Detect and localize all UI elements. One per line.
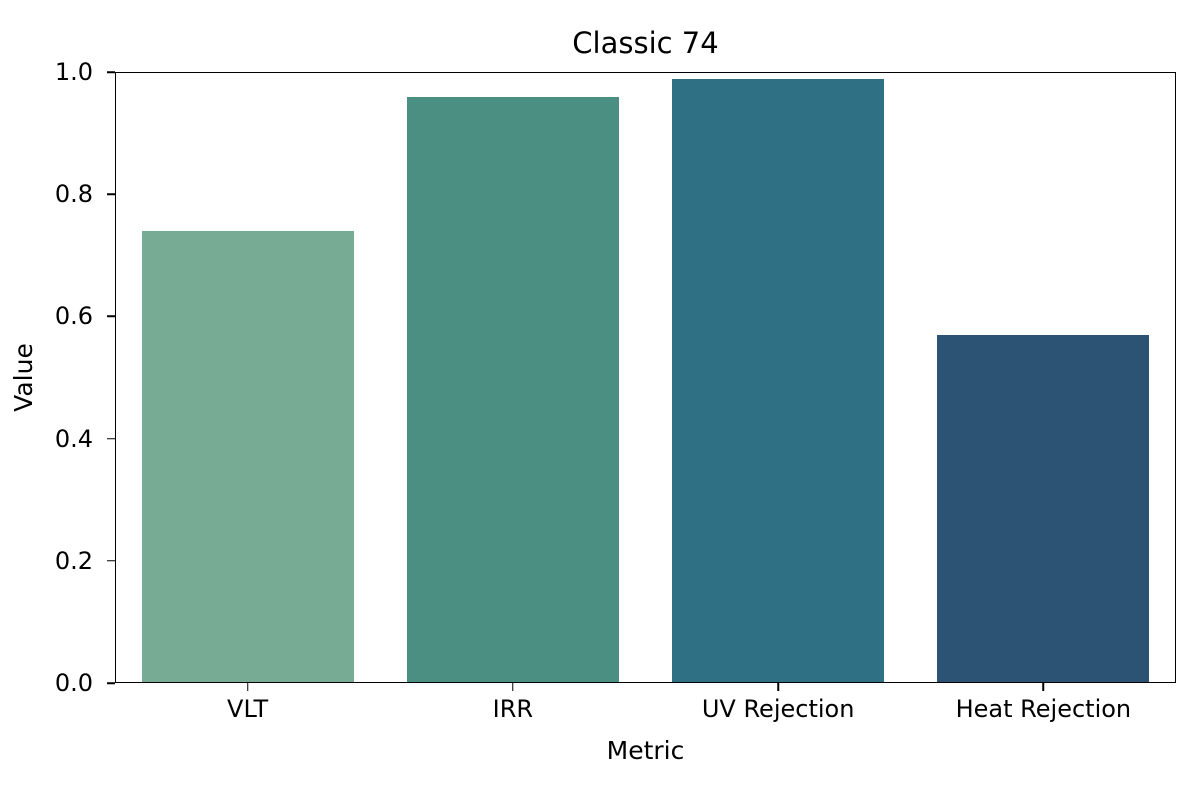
x-tick-label-vlt: VLT xyxy=(227,695,269,723)
y-tick-label-0.4: 0.4 xyxy=(54,424,93,453)
x-tick-mark xyxy=(1042,683,1045,691)
x-tick-label-irr: IRR xyxy=(492,695,534,723)
plot-area xyxy=(115,72,1176,683)
bar-irr xyxy=(407,97,620,682)
x-tick-mark xyxy=(246,683,249,691)
bar-heat-rejection xyxy=(936,334,1149,682)
y-tick-mark xyxy=(107,560,115,562)
x-tick-mark xyxy=(777,683,779,691)
y-tick-mark xyxy=(107,193,115,195)
y-tick-mark xyxy=(107,682,115,684)
x-tick-labels: VLT IRR UV Rejection Heat Rejection xyxy=(115,695,1176,727)
y-tick-label-0.0: 0.0 xyxy=(54,669,93,697)
y-tick-label-1.0: 1.0 xyxy=(54,58,93,86)
y-tick-mark xyxy=(107,437,115,440)
chart-title: Classic 74 xyxy=(572,26,719,60)
y-tick-label-0.2: 0.2 xyxy=(54,546,93,575)
y-tick-mark xyxy=(107,71,115,73)
bar-vlt xyxy=(142,231,355,682)
x-tick-label-uv-rejection: UV Rejection xyxy=(701,695,855,723)
bar-uv-rejection xyxy=(671,79,884,682)
y-tick-mark xyxy=(107,315,115,318)
y-tick-label-0.8: 0.8 xyxy=(54,180,93,209)
y-tick-labels: 0.0 0.2 0.4 0.6 0.8 1.0 xyxy=(0,58,107,697)
y-tick-label-0.6: 0.6 xyxy=(54,302,93,331)
x-axis-label: Metric xyxy=(606,736,685,765)
x-tick-label-heat-rejection: Heat Rejection xyxy=(955,695,1132,723)
x-tick-mark xyxy=(512,683,514,691)
